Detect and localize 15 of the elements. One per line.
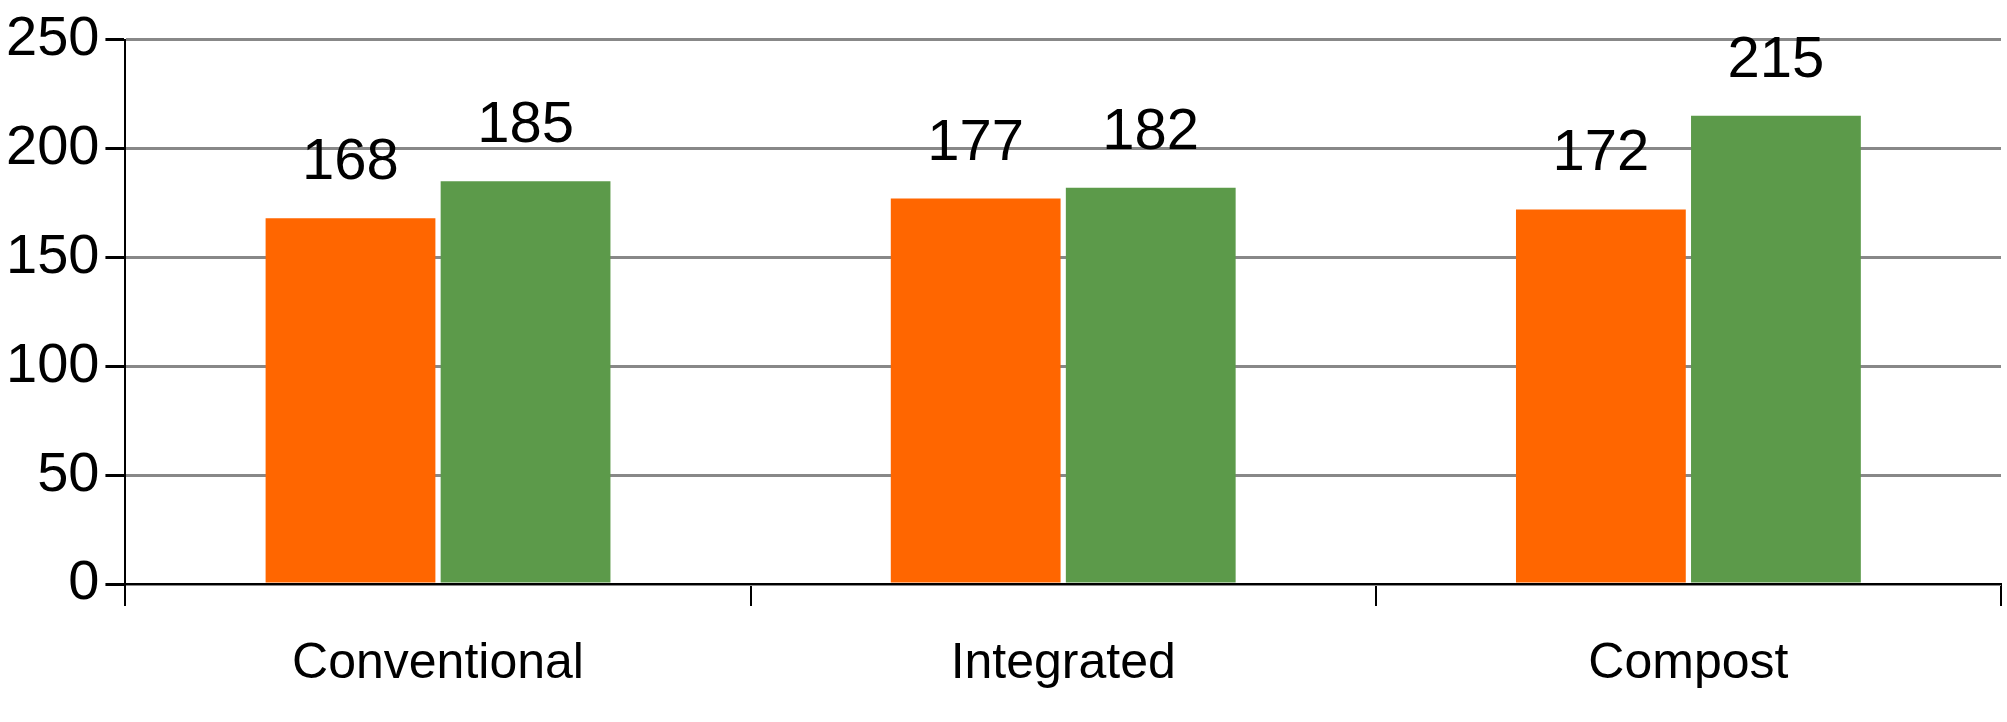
- x-tick-label: Compost: [1588, 632, 1789, 689]
- x-tick-label: Integrated: [950, 632, 1176, 689]
- data-label: 185: [477, 89, 574, 155]
- data-label: 177: [927, 106, 1025, 172]
- y-tick-label: 0: [68, 548, 100, 612]
- y-tick-label: 250: [6, 4, 100, 68]
- y-tick-label: 150: [6, 221, 100, 285]
- data-label: 168: [302, 126, 399, 192]
- y-tick-label: 50: [37, 439, 100, 503]
- y-tick-label: 200: [6, 112, 100, 176]
- data-label: 172: [1552, 117, 1650, 183]
- y-tick-label: 100: [6, 330, 100, 394]
- x-tick-label: Conventional: [292, 632, 584, 689]
- data-label: 182: [1102, 95, 1200, 161]
- data-label: 215: [1727, 23, 1825, 89]
